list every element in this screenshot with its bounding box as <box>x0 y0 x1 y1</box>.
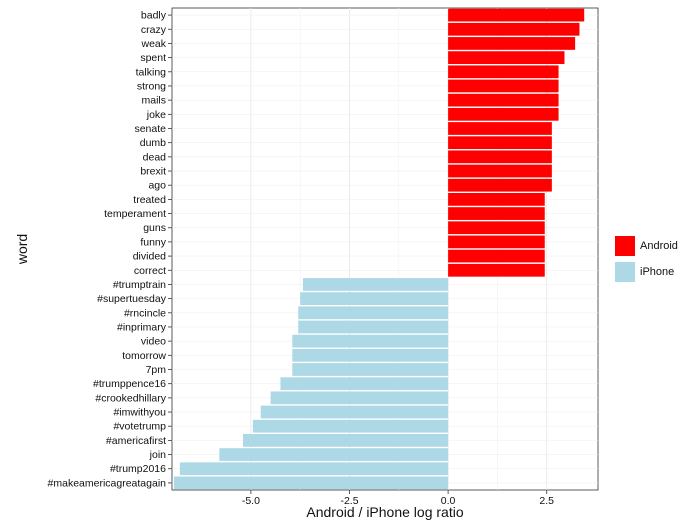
y-tick-label: #votetrump <box>113 421 166 433</box>
x-tick-labels: -5.0 -2.5 0.0 2.5 <box>242 490 554 507</box>
y-tick-label: #trumppence16 <box>93 378 166 390</box>
bar-19 <box>302 278 449 291</box>
legend-item-iphone: iPhone <box>614 259 694 285</box>
y-tick-label: correct <box>134 265 166 277</box>
bar-23 <box>292 334 449 348</box>
legend-swatch-iphone <box>614 261 636 283</box>
bar-24 <box>292 348 449 362</box>
y-tick-label: #americafirst <box>106 435 166 447</box>
bar-14 <box>448 207 545 220</box>
y-tick-label: funny <box>140 236 166 248</box>
bar-30 <box>243 434 449 447</box>
bar-5 <box>448 79 559 93</box>
y-tick-label: senate <box>134 123 166 135</box>
legend-item-android: Android <box>614 233 694 259</box>
x-tick-label: 2.5 <box>539 495 554 507</box>
bar-21 <box>298 306 449 320</box>
bar-16 <box>448 235 545 249</box>
bar-0 <box>448 8 585 22</box>
bar-27 <box>270 391 449 405</box>
y-tick-label: #trumptrain <box>113 279 166 291</box>
y-tick-label: 7pm <box>146 364 167 376</box>
bar-18 <box>448 263 545 277</box>
legend-swatch-android <box>614 235 636 257</box>
bar-3 <box>448 51 565 64</box>
y-tick-label: ago <box>148 180 166 192</box>
y-tick-label: talking <box>136 66 167 78</box>
bar-8 <box>448 122 552 135</box>
x-tick-label: -5.0 <box>242 495 260 507</box>
legend-label-iphone: iPhone <box>640 266 675 278</box>
bar-10 <box>448 150 552 164</box>
bar-1 <box>448 22 580 36</box>
bar-29 <box>252 419 449 433</box>
bar-7 <box>448 107 559 121</box>
bar-20 <box>300 292 449 305</box>
bar-33 <box>173 476 449 490</box>
bar-15 <box>448 221 545 235</box>
y-tick-label: #makeamericagreatagain <box>48 477 167 489</box>
bar-9 <box>448 136 552 150</box>
y-tick-label: #imwithyou <box>113 407 166 419</box>
bar-22 <box>298 320 449 334</box>
bars <box>173 8 585 490</box>
y-tick-label: strong <box>137 80 166 92</box>
bar-2 <box>448 37 576 50</box>
y-tick-label: #inprimary <box>117 321 167 333</box>
y-tick-labels: badly crazy weak spent talking strong mails jok… <box>48 10 172 489</box>
bar-28 <box>260 405 449 419</box>
y-tick-label: #trump2016 <box>110 463 166 475</box>
legend: Android iPhone <box>614 233 694 285</box>
y-tick-label: dead <box>143 151 167 163</box>
y-tick-label: tomorrow <box>122 350 166 362</box>
y-tick-label: weak <box>140 38 166 50</box>
y-tick-label: treated <box>133 194 166 206</box>
bar-12 <box>448 178 552 192</box>
bar-32 <box>179 462 449 476</box>
y-tick-label: guns <box>143 222 166 234</box>
y-tick-label: #supertuesday <box>97 293 167 305</box>
bar-31 <box>219 448 449 461</box>
y-tick-label: badly <box>141 10 167 22</box>
bar-25 <box>292 363 449 376</box>
bar-17 <box>448 249 545 263</box>
y-tick-label: join <box>149 449 167 461</box>
bar-4 <box>448 65 559 79</box>
y-tick-label: mails <box>141 95 166 107</box>
y-tick-label: divided <box>133 251 166 263</box>
x-tick-label: 0.0 <box>441 495 456 507</box>
bar-26 <box>280 377 449 391</box>
y-tick-label: video <box>141 336 166 348</box>
bar-11 <box>448 164 552 178</box>
x-tick-label: -2.5 <box>340 495 358 507</box>
y-axis-label: word <box>14 234 30 265</box>
y-tick-label: crazy <box>141 24 167 36</box>
y-tick-label: #crookedhillary <box>95 392 166 404</box>
y-tick-label: dumb <box>140 137 166 149</box>
y-tick-label: #rncincle <box>124 307 166 319</box>
y-tick-label: brexit <box>140 166 166 178</box>
y-tick-label: joke <box>146 109 166 121</box>
legend-label-android: Android <box>640 240 678 252</box>
bar-13 <box>448 193 545 206</box>
y-tick-label: spent <box>140 52 166 64</box>
x-axis-label: Android / iPhone log ratio <box>306 504 463 520</box>
bar-6 <box>448 93 559 107</box>
y-tick-label: temperament <box>104 208 166 220</box>
